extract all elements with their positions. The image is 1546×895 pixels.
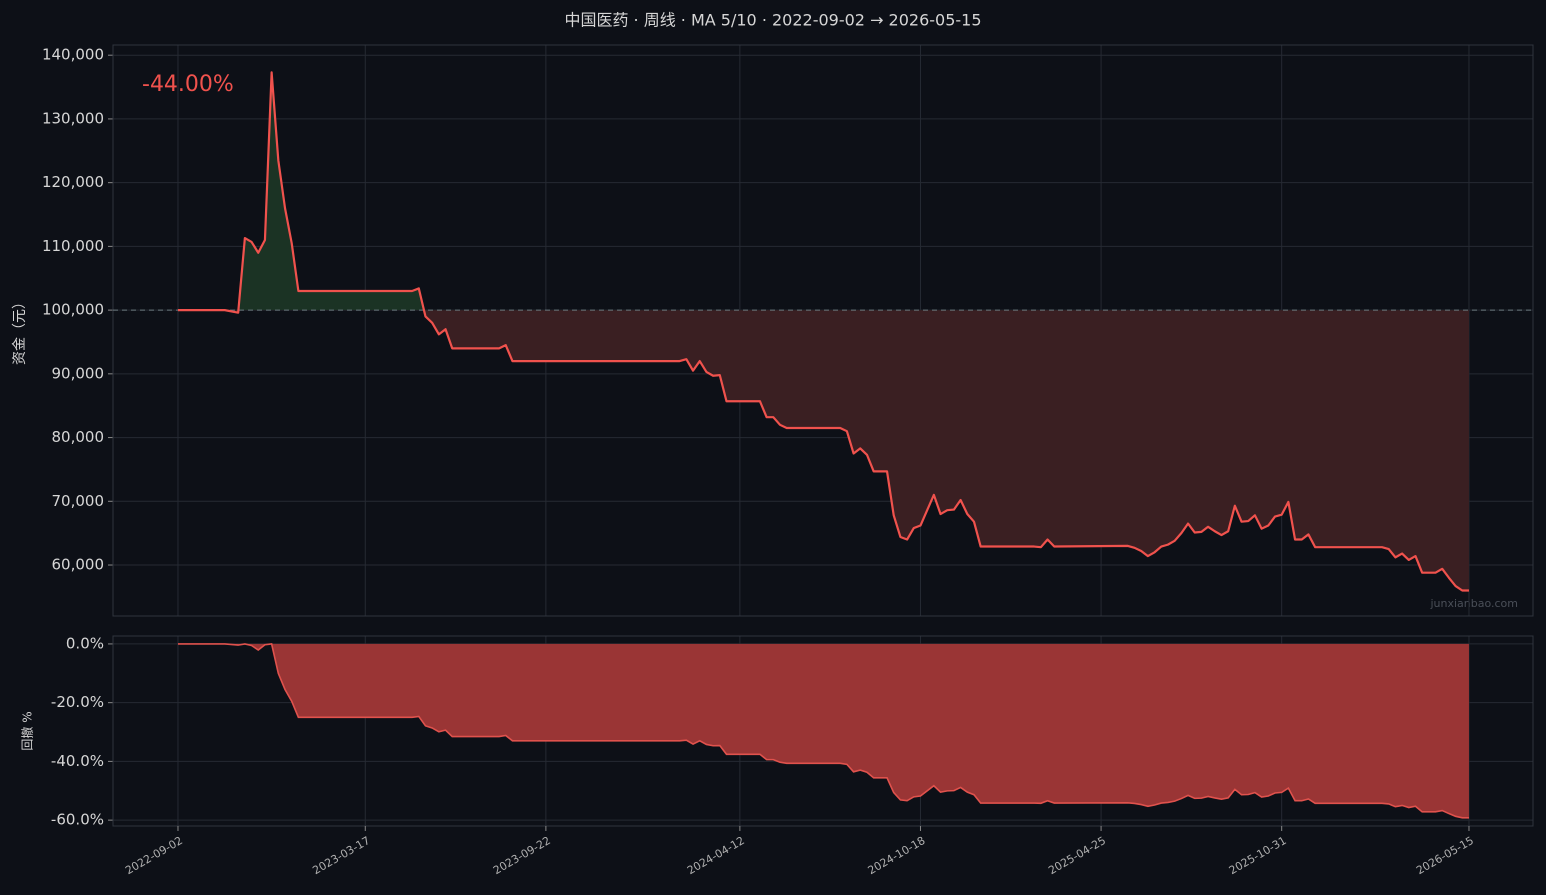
y-tick-label: 70,000 — [52, 492, 105, 510]
y-tick-label: 90,000 — [52, 364, 105, 382]
line — [177, 71, 1469, 592]
area-below — [224, 310, 1469, 591]
watermark: junxianbao.com — [1429, 597, 1518, 610]
y-tick-label: 140,000 — [42, 46, 104, 64]
chart-title: 中国医药 · 周线 · MA 5/10 · 2022-09-02 → 2026-… — [564, 11, 981, 30]
y-tick-label: 60,000 — [52, 556, 105, 574]
y-tick-label: 120,000 — [42, 173, 104, 191]
line — [177, 643, 1469, 819]
y-axis-label: 资金（元） — [12, 295, 28, 365]
y-tick-label: 0.0% — [66, 634, 104, 652]
y-tick-label: -20.0% — [51, 693, 104, 711]
y-tick-label: 100,000 — [42, 301, 104, 319]
annotation: -44.00% — [142, 72, 234, 97]
y-tick-label: 80,000 — [52, 428, 105, 446]
y-axis-label: 回撤 % — [20, 711, 35, 750]
y-tick-label: -40.0% — [51, 752, 104, 770]
plot-frame — [112, 635, 1534, 827]
plot-frame — [112, 44, 1534, 617]
area — [177, 643, 1469, 818]
y-tick-label: -60.0% — [51, 811, 104, 829]
y-tick-label: 130,000 — [42, 109, 104, 127]
y-tick-label: 110,000 — [42, 237, 104, 255]
